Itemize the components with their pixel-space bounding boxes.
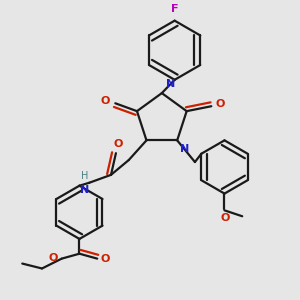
Text: O: O bbox=[221, 213, 230, 223]
Text: O: O bbox=[101, 96, 110, 106]
Text: N: N bbox=[166, 79, 175, 89]
Text: N: N bbox=[180, 144, 189, 154]
Text: O: O bbox=[48, 253, 58, 262]
Text: O: O bbox=[113, 139, 123, 149]
Text: H: H bbox=[81, 171, 88, 181]
Text: F: F bbox=[171, 4, 178, 14]
Text: N: N bbox=[80, 185, 89, 195]
Text: O: O bbox=[100, 254, 110, 264]
Text: O: O bbox=[215, 99, 225, 109]
